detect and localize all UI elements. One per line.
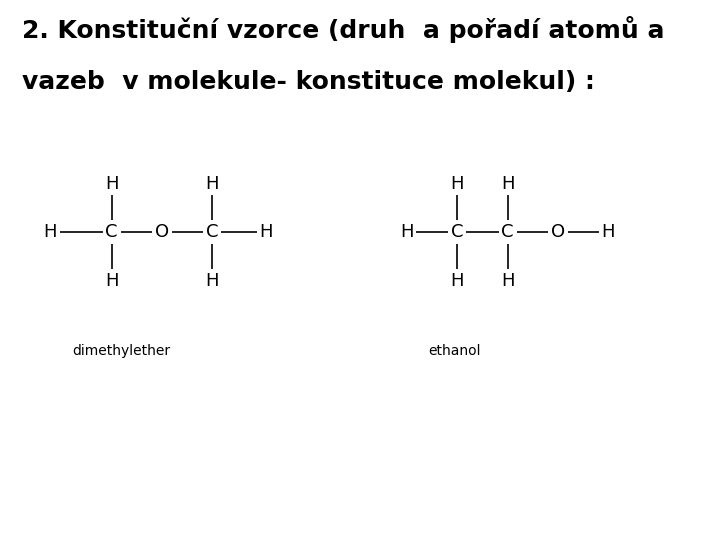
- Text: H: H: [451, 272, 464, 290]
- Text: H: H: [451, 174, 464, 193]
- Text: H: H: [206, 272, 219, 290]
- Text: O: O: [155, 223, 169, 241]
- Text: O: O: [551, 223, 565, 241]
- Text: 2. Konstituční vzorce (druh  a pořadí atomů a: 2. Konstituční vzorce (druh a pořadí ato…: [22, 16, 664, 43]
- Text: H: H: [44, 223, 57, 241]
- Text: H: H: [105, 174, 118, 193]
- Text: H: H: [400, 223, 413, 241]
- Text: H: H: [260, 223, 273, 241]
- Text: dimethylether: dimethylether: [72, 344, 170, 358]
- Text: H: H: [501, 174, 514, 193]
- Text: H: H: [602, 223, 615, 241]
- Text: C: C: [105, 223, 118, 241]
- Text: C: C: [206, 223, 219, 241]
- Text: vazeb  v molekule- konstituce molekul) :: vazeb v molekule- konstituce molekul) :: [22, 70, 595, 94]
- Text: H: H: [105, 272, 118, 290]
- Text: ethanol: ethanol: [428, 344, 481, 358]
- Text: H: H: [206, 174, 219, 193]
- Text: C: C: [451, 223, 464, 241]
- Text: H: H: [501, 272, 514, 290]
- Text: C: C: [501, 223, 514, 241]
